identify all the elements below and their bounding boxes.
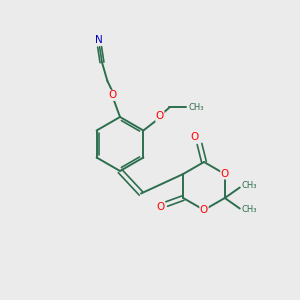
Text: O: O xyxy=(156,111,164,122)
Text: CH₃: CH₃ xyxy=(241,182,257,190)
Text: O: O xyxy=(200,205,208,215)
Text: O: O xyxy=(191,132,199,142)
Text: N: N xyxy=(95,35,103,45)
Text: O: O xyxy=(108,90,117,100)
Text: O: O xyxy=(156,202,164,212)
Text: CH₃: CH₃ xyxy=(241,206,257,214)
Text: CH₃: CH₃ xyxy=(188,103,204,112)
Text: O: O xyxy=(221,169,229,179)
